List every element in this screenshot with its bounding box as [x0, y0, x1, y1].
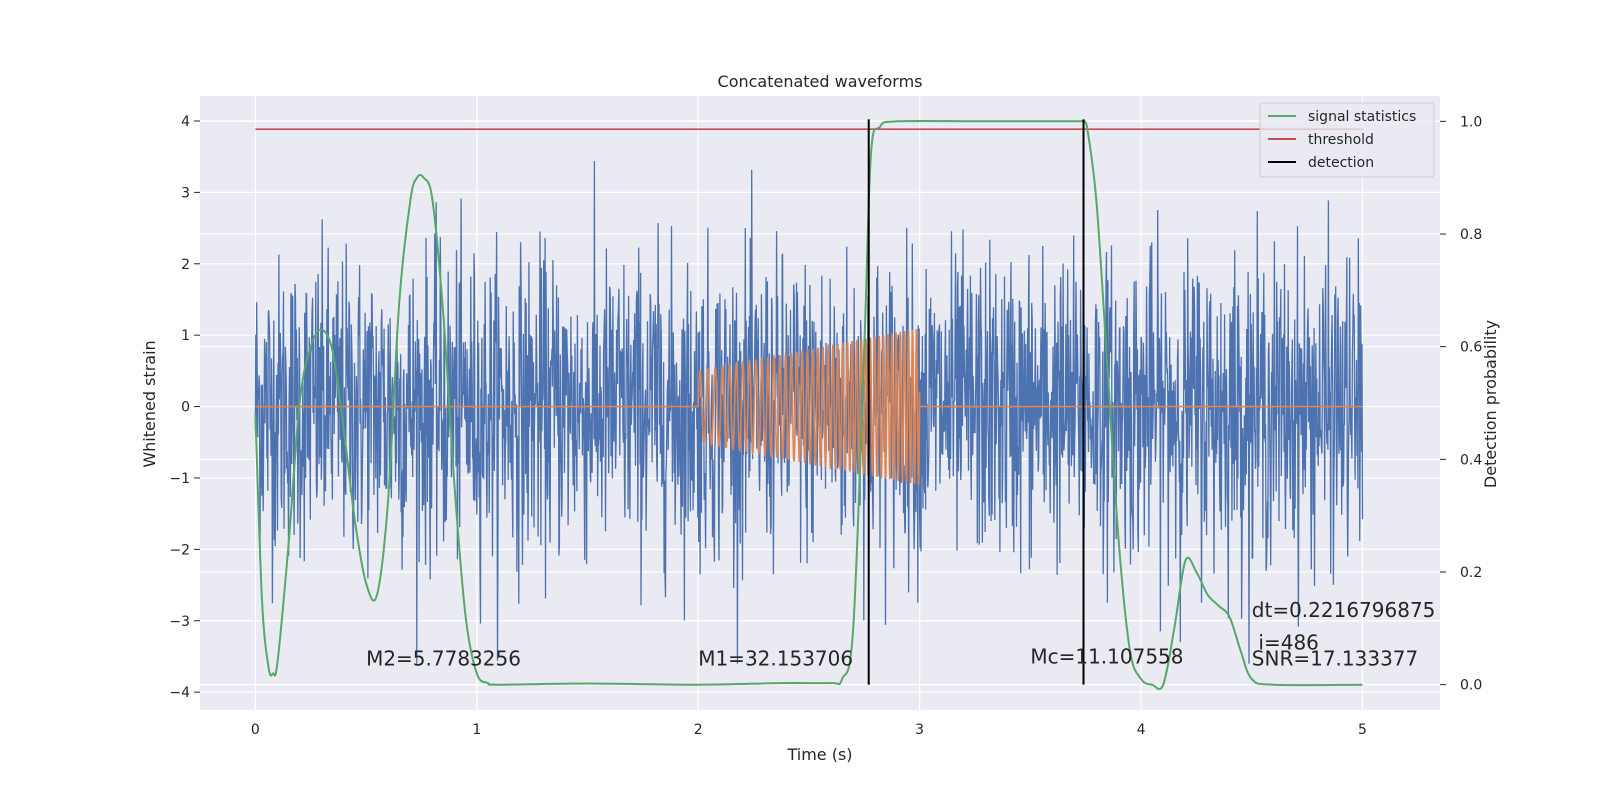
y-tick-label-5: 1: [181, 328, 190, 344]
legend: signal statistics threshold detection: [1259, 102, 1435, 178]
x-tick-label-4: 4: [1137, 722, 1146, 738]
annotation-0: M2=5.7783256: [366, 647, 521, 671]
chart-title: Concatenated waveforms: [718, 72, 923, 91]
y2-tick-label-5: 1.0: [1460, 114, 1482, 130]
x-tick-label-1: 1: [472, 722, 481, 738]
annotation-1: M1=32.153706: [698, 647, 853, 671]
x-tick-label-0: 0: [251, 722, 260, 738]
y2-axis-label: Detection probability: [1481, 320, 1500, 488]
ticks-layer: 0 1 2 3 4 5 −4 −3 −2 −1 0 1 2 3 4 0.0 0.2 0.4 0.6 0.8 1.0: [169, 114, 1482, 738]
y-tick-label-3: −1: [169, 471, 190, 487]
annotation-2: Mc=11.107558: [1030, 645, 1183, 669]
series-layer: [254, 119, 1364, 691]
legend-label-signal-statistics: signal statistics: [1308, 109, 1416, 125]
x-tick-label-5: 5: [1358, 722, 1367, 738]
x-axis-label: Time (s): [786, 745, 852, 764]
legend-label-threshold: threshold: [1308, 132, 1374, 148]
y2-tick-label-3: 0.6: [1460, 340, 1482, 356]
x-tick-label-3: 3: [915, 722, 924, 738]
waveform-chirp-line: [255, 328, 1363, 485]
annotations-layer: M2=5.7783256 M1=32.153706 Mc=11.107558 dt=0…: [366, 598, 1435, 671]
y-tick-label-7: 3: [181, 185, 190, 201]
y-tick-label-8: 4: [181, 114, 190, 130]
y2-tick-label-2: 0.4: [1460, 452, 1482, 468]
annotation-4: i=486: [1258, 630, 1319, 654]
y-axis-label: Whitened strain: [140, 340, 159, 467]
legend-box: [1259, 102, 1435, 178]
y2-tick-label-1: 0.2: [1460, 565, 1482, 581]
y-tick-label-2: −2: [169, 542, 190, 558]
y-tick-label-6: 2: [181, 257, 190, 273]
y2-tick-label-4: 0.8: [1460, 227, 1482, 243]
annotation-5: SNR=17.133377: [1252, 647, 1418, 671]
y-tick-label-4: 0: [181, 400, 190, 416]
y-tick-label-1: −3: [169, 614, 190, 630]
y-tick-label-0: −4: [169, 685, 190, 701]
y2-tick-label-0: 0.0: [1460, 678, 1482, 694]
annotation-3: dt=0.2216796875: [1252, 598, 1436, 622]
signal-statistics-line: [254, 119, 1363, 691]
x-tick-label-2: 2: [694, 722, 703, 738]
legend-label-detection: detection: [1308, 155, 1374, 171]
